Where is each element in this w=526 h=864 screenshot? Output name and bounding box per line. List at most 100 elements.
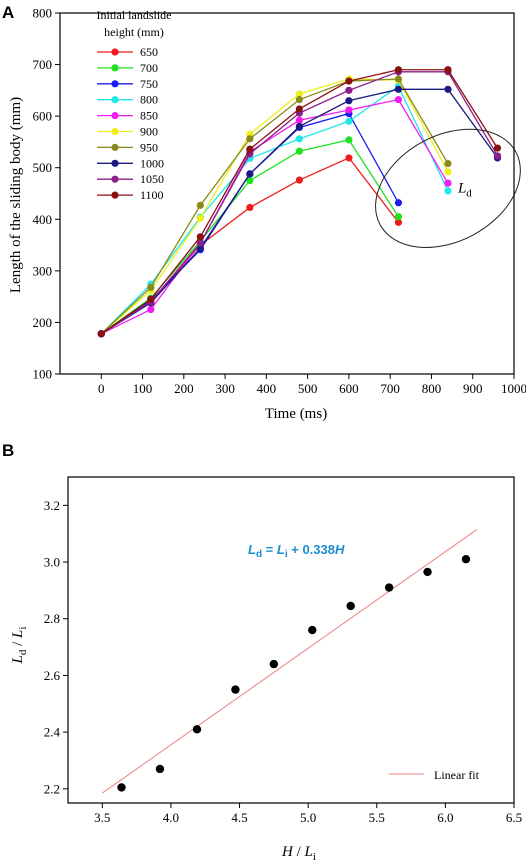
panel-b-equation: Ld = Li + 0.338H	[248, 542, 345, 560]
panel-a-legend: Initial landslide height (mm) 650 700 750 8…	[97, 8, 172, 202]
legend-entry-1000: 1000	[97, 156, 164, 170]
legend-swatch-marker	[111, 112, 119, 120]
panel-a-x-tick-label: 900	[463, 381, 483, 396]
data-point-1000	[196, 244, 204, 252]
series-1100	[97, 66, 502, 338]
data-point-750	[394, 199, 403, 207]
ylabel-sub2: i	[17, 627, 29, 630]
panel-a: A Ld 0 100 200 300 400 500 600 700 800 900 1000 10…	[2, 3, 526, 422]
eq-equals: =	[262, 542, 277, 557]
ylabel-sub1: d	[17, 649, 29, 655]
scatter-point	[192, 725, 202, 734]
eq-rhs-var: H	[335, 542, 345, 557]
panel-a-x-tick-label: 300	[215, 381, 235, 396]
data-point-1100	[394, 66, 403, 74]
scatter-point	[423, 567, 432, 577]
data-point-1000	[345, 97, 353, 105]
panel-a-y-tick-label: 500	[33, 160, 53, 175]
data-point-1100	[196, 233, 204, 241]
scatter-point	[269, 659, 279, 669]
legend-label-850: 850	[140, 109, 158, 123]
panel-b-points-layer	[117, 555, 471, 792]
legend-entry-850: 850	[97, 109, 158, 123]
panel-a-plot-frame	[59, 12, 515, 375]
panel-a-y-tick-label: 100	[33, 367, 53, 382]
data-point-650	[394, 218, 403, 226]
panel-b-y-tick-label: 3.2	[44, 498, 60, 513]
scatter-point	[155, 764, 165, 774]
data-point-900	[295, 90, 303, 98]
panel-b: B Ld = Li + 0.338H 3.5 4.0 4.5 5.0 5.5 6.0 6.5…	[2, 441, 522, 863]
panel-a-ld-ellipse	[375, 128, 521, 248]
data-point-1100	[345, 77, 353, 85]
data-point-850	[394, 96, 403, 104]
eq-lhs-base: L	[248, 542, 256, 557]
data-point-800	[295, 135, 303, 143]
legend-swatch-marker	[111, 143, 119, 151]
data-point-850	[295, 116, 303, 124]
panel-a-x-tick-label: 700	[380, 381, 400, 396]
data-point-950	[196, 201, 204, 209]
panel-b-plot-frame	[67, 476, 515, 804]
panel-a-x-tick-label: 0	[98, 381, 105, 396]
data-point-850	[147, 305, 155, 314]
data-point-700	[295, 147, 303, 155]
ylabel-sep: /	[10, 638, 26, 650]
data-point-650	[246, 203, 254, 212]
data-point-1100	[444, 66, 452, 74]
data-point-1050	[345, 86, 353, 94]
data-point-800	[444, 187, 452, 195]
scatter-point	[346, 601, 355, 611]
panel-a-y-tick-label: 600	[33, 109, 53, 124]
panel-b-y-tick-label: 2.2	[44, 781, 60, 796]
legend-title-line-2: height (mm)	[104, 25, 164, 39]
eq-rhs-base: L	[277, 542, 285, 557]
data-point-700	[246, 177, 254, 185]
legend-swatch-marker	[111, 175, 119, 183]
panel-b-x-tick-label: 5.0	[300, 810, 316, 825]
panel-a-x-tick-label: 200	[174, 381, 194, 396]
legend-entry-800: 800	[97, 93, 158, 107]
data-point-1000	[444, 85, 452, 93]
eq-rhs-sub: i	[285, 549, 288, 560]
scatter-point	[384, 583, 394, 592]
ylabel-base1: L	[10, 655, 26, 664]
panel-a-ld-sub: d	[466, 187, 472, 199]
legend-label-700: 700	[140, 61, 158, 75]
panel-a-y-ticks: 100 200 300 400 500 600 700 800	[33, 6, 60, 382]
panel-b-x-tick-label: 3.5	[94, 810, 110, 825]
data-point-700	[394, 213, 403, 221]
panel-a-y-tick-label: 400	[33, 212, 53, 227]
panel-b-y-axis-title: Ld / Li	[10, 627, 29, 665]
xlabel-base2: L	[304, 844, 313, 860]
eq-rhs-rest: + 0.338	[288, 542, 335, 557]
data-point-1100	[246, 145, 254, 153]
panel-a-x-ticks: 0 100 200 300 400 500 600 700 800 900 1000	[98, 374, 526, 396]
legend-swatch-marker	[111, 96, 119, 104]
data-point-650	[345, 154, 353, 162]
panel-b-legend: Linear fit	[389, 768, 480, 782]
data-point-1050	[196, 239, 204, 247]
panel-b-x-tick-label: 4.5	[231, 810, 247, 825]
series-line-850	[100, 98, 449, 335]
panel-b-y-tick-label: 2.4	[44, 725, 61, 740]
panel-b-y-tick-label: 3.0	[44, 555, 60, 570]
panel-a-x-tick-label: 1000	[501, 381, 526, 396]
data-point-950	[246, 135, 254, 143]
data-point-900	[444, 168, 452, 176]
panel-a-x-tick-label: 500	[298, 381, 318, 396]
data-point-1050	[493, 152, 502, 160]
data-point-800	[345, 117, 353, 125]
data-point-1000	[295, 122, 303, 131]
ylabel-base2: L	[10, 630, 26, 639]
panel-a-ld-annotation: Ld	[457, 180, 472, 199]
data-point-850	[345, 106, 353, 114]
panel-b-x-tick-label: 6.0	[437, 810, 453, 825]
panel-b-x-tick-label: 4.0	[163, 810, 179, 825]
panel-a-x-tick-label: 400	[257, 381, 277, 396]
panel-b-x-tick-label: 6.5	[506, 810, 522, 825]
legend-swatch-marker	[111, 127, 119, 136]
scatter-point	[117, 783, 126, 792]
panel-b-x-tick-label: 5.5	[369, 810, 385, 825]
